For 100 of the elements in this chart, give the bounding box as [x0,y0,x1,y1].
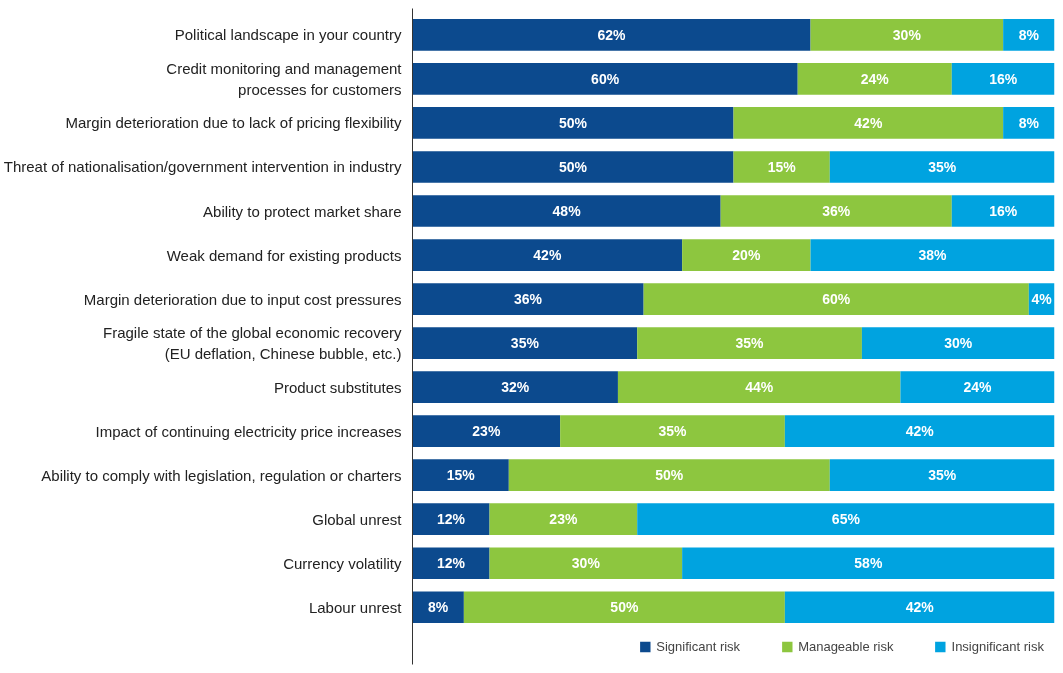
bar [733,107,1004,139]
data-label: 50% [610,599,639,616]
bar [508,459,830,492]
bar [810,19,1004,51]
bar [412,195,721,227]
bar [784,591,1055,624]
y-tick-label: Labour unrest [308,598,403,616]
data-label: 36% [822,203,851,220]
data-label: 35% [510,335,540,352]
bar [682,239,811,271]
y-tick-label: Impact of continuing electricity price increases [95,422,402,440]
y-tick-label: Threat of nationalisation/government intervention in industry [3,158,402,176]
data-label: 16% [989,203,1018,220]
y-tick-label: Ability to comply with legislation, regulation or charters [41,466,402,484]
data-label: 12% [437,555,466,572]
data-label: 8% [1018,26,1040,43]
bar [951,195,1055,227]
data-label: 38% [918,247,948,264]
data-label: 30% [571,555,601,572]
data-label: 42% [905,423,935,440]
bar [720,195,952,227]
data-label: 60% [591,70,620,87]
data-label: 65% [831,511,861,528]
bar [412,19,811,51]
data-label: 50% [655,467,684,484]
bar [861,327,1055,359]
data-label: 32% [501,379,530,396]
data-label: 20% [732,247,761,264]
data-label: 23% [549,511,578,528]
bar [412,371,618,403]
bar [617,371,901,403]
data-label: 35% [658,423,688,440]
bar [412,591,464,624]
data-label: 23% [472,423,501,440]
data-label: 15% [767,159,797,175]
y-tick-label: Product substitutes [273,378,402,396]
data-label: 36% [514,291,543,308]
data-label: 42% [533,247,562,264]
bar [1003,19,1055,51]
y-tick-label: Margin deterioration due to lack of pricing flexibility [65,114,402,132]
bar [829,151,1055,183]
data-label: 50% [558,159,588,175]
bar [733,151,830,183]
bar [682,547,1055,580]
data-label: 62% [597,26,627,43]
bar [951,63,1055,95]
data-label: 8% [1018,114,1040,131]
bar [412,239,683,271]
data-label: 44% [745,379,774,396]
bar [412,503,490,536]
y-tick-label: Ability to protect market share [203,202,402,220]
data-label: 58% [854,555,883,572]
y-tick-label: Currency volatility [283,554,402,572]
bar [900,371,1055,403]
bar [810,239,1055,271]
bar [412,415,561,448]
data-label: 12% [437,511,466,528]
data-label: 30% [944,335,973,352]
bar [643,283,1029,315]
y-tick-label: Credit monitoring and management processes for customers [166,60,403,98]
bar [797,63,952,95]
y-tick-label: Global unrest [312,510,403,528]
data-label: 42% [854,114,883,131]
bar [637,503,1055,536]
bar [489,547,683,580]
bar [412,63,798,95]
data-label: 24% [963,379,993,396]
data-label: 35% [735,335,765,352]
legend-label: Insignificant risk [951,639,1044,654]
bar [489,503,638,536]
data-label: 30% [892,26,922,43]
data-label: 50% [558,114,588,131]
y-tick-label: Weak demand for existing products [166,246,402,264]
data-label: 24% [860,70,890,87]
data-label: 15% [446,467,476,484]
data-label: 35% [928,159,957,175]
bar [560,415,785,448]
legend-label: Manageable risk [798,639,894,654]
data-label: 60% [822,291,851,308]
legend-label: Significant risk [656,639,741,654]
bar [1003,107,1055,139]
bar [829,459,1055,492]
data-label: 8% [428,599,449,616]
bar [412,459,509,492]
bar [412,151,734,183]
data-label: 42% [905,599,935,616]
y-tick-label: Margin deterioration due to input cost pressures [83,290,402,308]
bar [412,283,644,315]
y-tick-label: Political landscape in your country [174,26,402,44]
bar [412,547,490,580]
bar [784,415,1055,448]
bar [412,107,734,139]
data-label: 48% [552,203,582,220]
bar [463,591,785,624]
bar [637,327,862,359]
y-tick-label: Fragile state of the global economic recovery (EU deflation, Chinese bubble, etc.) [103,324,402,362]
data-label: 4% [1031,291,1053,308]
data-label: 35% [928,467,957,484]
data-label: 16% [989,70,1018,87]
bar [412,327,638,359]
